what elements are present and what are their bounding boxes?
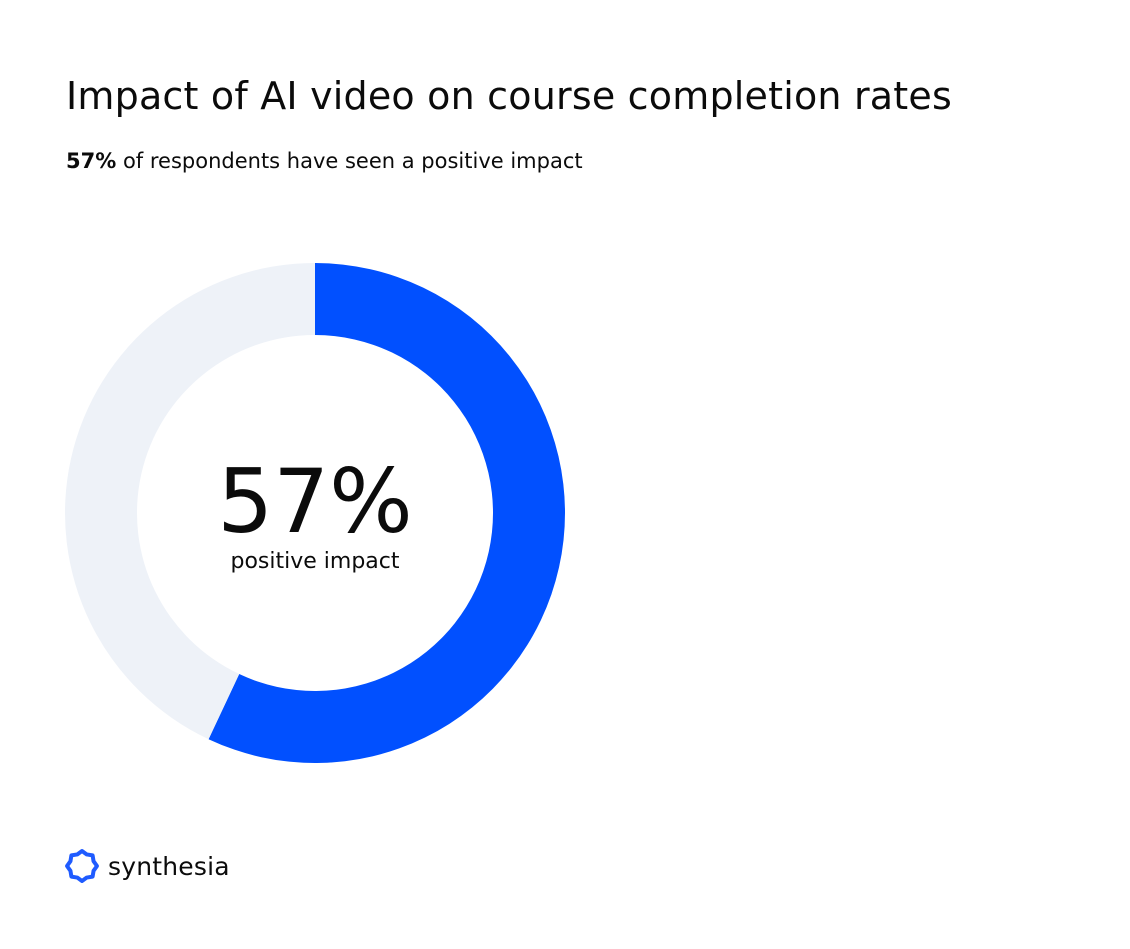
- donut-slices: [64, 263, 565, 763]
- center-label: positive impact: [231, 549, 400, 574]
- chart-title: Impact of AI video on course completion …: [66, 74, 952, 118]
- center-value: 57%: [217, 450, 413, 553]
- synthesia-logo-icon: [65, 849, 99, 883]
- subtitle-text: of respondents have seen a positive impa…: [116, 149, 583, 173]
- chart-subtitle: 57% of respondents have seen a positive …: [66, 149, 583, 173]
- brand-name: synthesia: [108, 851, 230, 881]
- donut-slice-other: [64, 263, 315, 740]
- subtitle-highlight: 57%: [66, 149, 117, 173]
- donut-slice-positive-impact: [208, 263, 565, 763]
- donut-chart: 57% positive impact: [64, 263, 565, 763]
- brand-logo: synthesia: [64, 848, 230, 884]
